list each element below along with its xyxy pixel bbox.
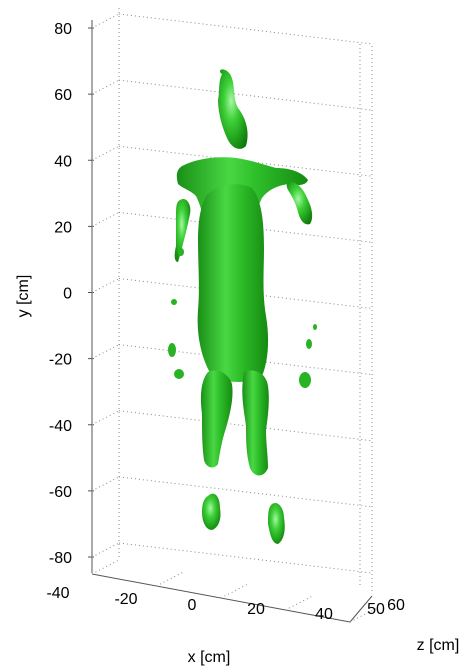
y-tick-label: -20 xyxy=(49,352,72,369)
x-tick-label: 20 xyxy=(247,601,265,618)
y-tick-label: 0 xyxy=(63,286,72,303)
head-surface xyxy=(218,69,248,149)
grid-line xyxy=(91,278,120,293)
grid-line xyxy=(118,476,373,508)
grid-line xyxy=(285,595,313,611)
z-tick-label: 60 xyxy=(387,597,405,614)
grid-line xyxy=(91,344,120,360)
z-axis-line xyxy=(349,595,373,623)
z-tick-label: 50 xyxy=(367,601,385,618)
grid-line xyxy=(91,476,120,492)
left-leg-surface xyxy=(200,370,233,468)
y-tick-label: 80 xyxy=(54,21,72,38)
z-tick-labels: 50 60 xyxy=(367,597,405,618)
x-tick-labels: -40 -20 0 20 40 xyxy=(46,585,333,623)
fragment-surface xyxy=(306,339,312,349)
left-foot-surface xyxy=(202,493,221,530)
y-tick-label: 40 xyxy=(54,153,72,170)
left-arm-surface xyxy=(174,198,191,262)
grid-line xyxy=(156,571,184,587)
grid-line xyxy=(91,542,120,558)
fragment-surface xyxy=(171,299,177,305)
x-tick-label: -20 xyxy=(114,591,137,608)
fragment-surface xyxy=(299,372,311,388)
right-leg-surface xyxy=(242,370,269,476)
body-isosurface xyxy=(168,69,317,544)
grid-line xyxy=(91,13,120,29)
grid-lines xyxy=(91,8,378,623)
grid-line xyxy=(91,559,120,575)
grid-line xyxy=(118,542,373,574)
y-tick-label: -80 xyxy=(49,550,72,567)
y-tick-label: 60 xyxy=(54,87,72,104)
z-axis-label: z [cm] xyxy=(417,637,460,654)
fragment-surface xyxy=(178,248,184,256)
y-axis-label: y [cm] xyxy=(15,275,32,318)
grid-line xyxy=(118,145,373,177)
grid-line xyxy=(118,211,373,243)
y-tick-label: -40 xyxy=(49,418,72,435)
grid-line xyxy=(220,583,249,599)
grid-line xyxy=(91,145,120,161)
fragment-surface xyxy=(168,343,176,357)
grid-line xyxy=(91,211,120,227)
y-tick-label: 20 xyxy=(54,219,72,236)
grid-line xyxy=(118,278,373,309)
grid-line xyxy=(118,13,373,45)
torso-surface xyxy=(197,184,269,382)
grid-line xyxy=(118,410,373,442)
grid-line xyxy=(118,79,373,111)
grid-line xyxy=(118,344,373,376)
grid-line xyxy=(91,79,120,95)
x-tick-label: 0 xyxy=(188,597,197,614)
y-tick-labels: 80 60 40 20 0 -20 -40 -60 -80 xyxy=(49,21,72,567)
right-foot-surface xyxy=(268,502,285,544)
x-tick-label: 40 xyxy=(315,606,333,623)
right-arm-surface xyxy=(286,182,313,225)
fragment-surface xyxy=(313,324,317,330)
grid-line xyxy=(91,410,120,426)
fragment-surface xyxy=(174,369,184,379)
y-tick-label: -60 xyxy=(49,484,72,501)
x-axis-label: x [cm] xyxy=(188,649,231,666)
x-tick-label: -40 xyxy=(46,585,69,602)
